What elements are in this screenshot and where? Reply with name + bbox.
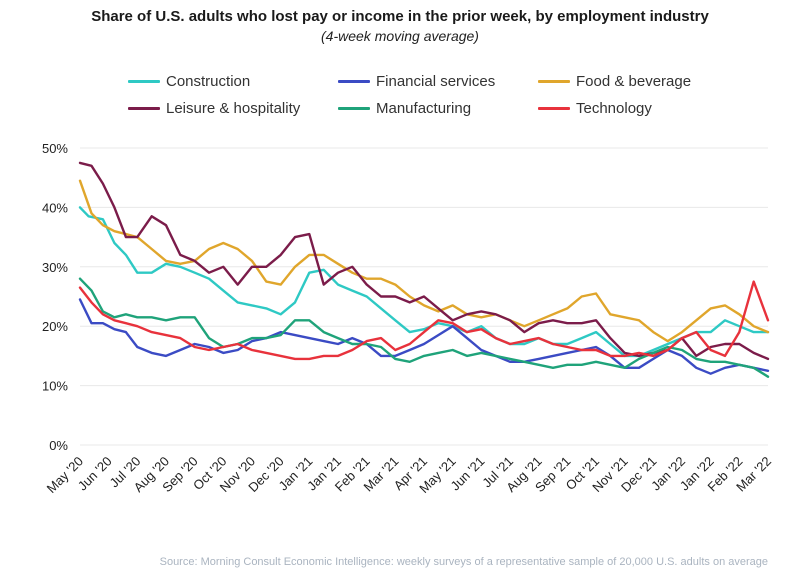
y-tick-label: 30%	[42, 260, 68, 275]
series-line-food-beverage	[78, 179, 770, 343]
chart-title: Share of U.S. adults who lost pay or inc…	[91, 8, 709, 25]
legend-item-leisure-hospitality: Leisure & hospitality	[128, 100, 300, 117]
legend-label-manufacturing: Manufacturing	[376, 100, 472, 117]
series-line-financial-services	[78, 298, 770, 375]
legend-label-leisure-hospitality: Leisure & hospitality	[166, 100, 301, 117]
y-tick-label: 20%	[42, 319, 68, 334]
legend-swatch-technology	[538, 107, 570, 110]
legend: Construction Financial services Food & b…	[128, 73, 768, 123]
legend-item-technology: Technology	[538, 100, 652, 117]
y-tick-label: 0%	[49, 438, 68, 453]
y-tick-label: 40%	[42, 200, 68, 215]
legend-item-manufacturing: Manufacturing	[338, 100, 471, 117]
source-note: Source: Morning Consult Economic Intelli…	[159, 556, 768, 568]
legend-swatch-financial-services	[338, 80, 370, 83]
series-line-manufacturing	[78, 277, 770, 378]
legend-label-technology: Technology	[576, 100, 652, 117]
legend-item-construction: Construction	[128, 73, 250, 90]
legend-label-construction: Construction	[166, 73, 251, 90]
y-axis: 0% 10% 20% 30% 40% 50%	[42, 141, 68, 453]
legend-item-financial-services: Financial services	[338, 73, 495, 90]
chart-subtitle: (4-week moving average)	[321, 28, 479, 44]
series-lines	[78, 161, 770, 378]
legend-item-food-beverage: Food & beverage	[538, 73, 691, 90]
x-tick-label: May '20	[44, 454, 87, 497]
y-tick-label: 50%	[42, 141, 68, 156]
legend-swatch-construction	[128, 80, 160, 83]
legend-swatch-manufacturing	[338, 107, 370, 110]
legend-label-financial-services: Financial services	[376, 73, 496, 90]
legend-label-food-beverage: Food & beverage	[576, 73, 692, 90]
legend-swatch-food-beverage	[538, 80, 570, 83]
y-tick-label: 10%	[42, 379, 68, 394]
series-line-technology	[78, 280, 770, 361]
series-line-construction	[78, 206, 770, 358]
gridlines	[80, 147, 768, 446]
legend-swatch-leisure-hospitality	[128, 107, 160, 110]
